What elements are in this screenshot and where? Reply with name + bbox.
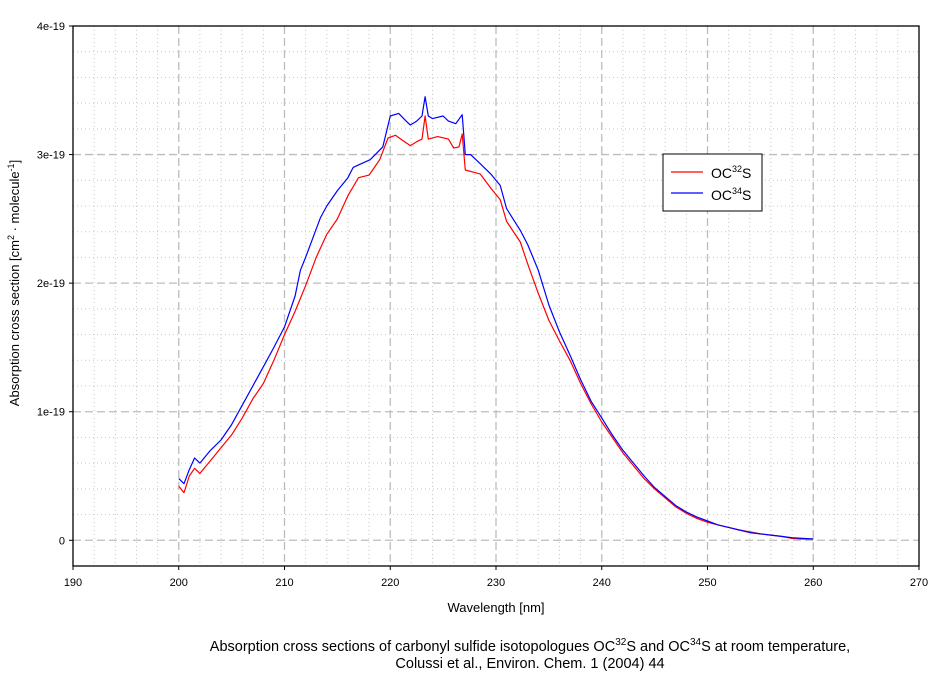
x-tick-label: 240 <box>593 577 611 589</box>
legend-label-oc34s: OC34S <box>711 186 751 203</box>
x-tick-label: 190 <box>64 577 82 589</box>
x-tick-label: 250 <box>698 577 716 589</box>
series-lines <box>178 96 814 540</box>
y-tick-label: 1e-19 <box>37 407 65 419</box>
x-tick-label: 230 <box>487 577 505 589</box>
caption-line-1: Absorption cross sections of carbonyl su… <box>210 637 850 655</box>
x-tick-label: 210 <box>275 577 293 589</box>
y-tick-label: 0 <box>59 535 65 547</box>
legend-box <box>662 153 763 212</box>
ticks: 190 200 210 220 230 240 250 260 270 0 1e-19 2e-19 3e… <box>37 21 928 589</box>
series-line-oc32s <box>178 115 814 540</box>
grid <box>73 26 919 566</box>
x-tick-label: 220 <box>381 577 399 589</box>
y-tick-label: 3e-19 <box>37 150 65 162</box>
y-axis-label: Absorption cross section [cm2 · molecule… <box>6 160 22 406</box>
legend-label-oc32s: OC32S <box>711 164 751 181</box>
x-tick-label: 260 <box>804 577 822 589</box>
x-axis-label: Wavelength [nm] <box>447 600 544 615</box>
series-line-oc34s <box>178 96 814 540</box>
y-tick-label: 2e-19 <box>37 278 65 290</box>
caption-line-2: Colussi et al., Environ. Chem. 1 (2004) … <box>395 656 664 672</box>
legend: OC32S OC34S <box>662 153 763 212</box>
y-tick-label: 4e-19 <box>37 21 65 33</box>
x-tick-label: 200 <box>170 577 188 589</box>
x-tick-label: 270 <box>910 577 928 589</box>
